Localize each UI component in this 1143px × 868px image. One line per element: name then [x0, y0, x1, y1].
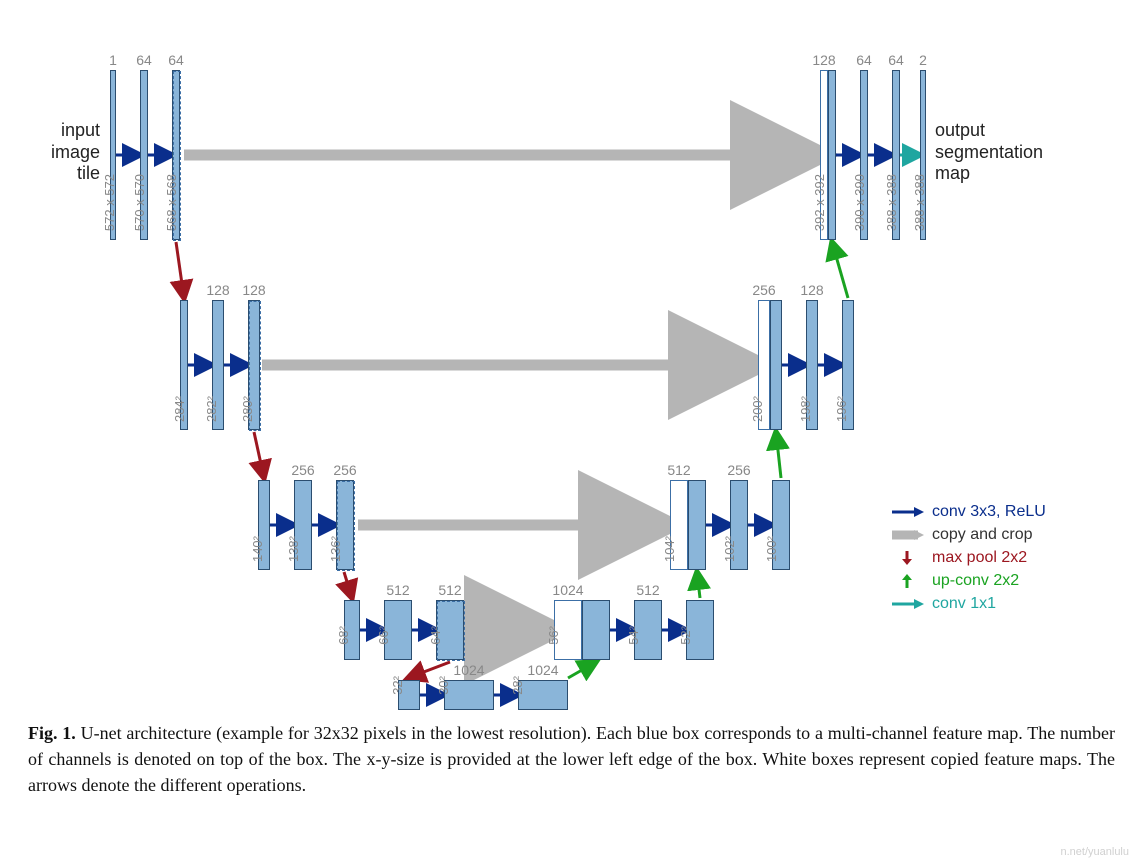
channel-label: 128: [800, 282, 823, 298]
watermark: n.net/yuanlulu: [1061, 846, 1130, 858]
size-label: 54²: [626, 626, 641, 645]
caption-prefix: Fig. 1.: [28, 723, 76, 743]
legend-arrow-icon: [890, 597, 924, 611]
size-label: 388 x 388: [912, 174, 927, 231]
channel-label: 2: [919, 52, 927, 68]
legend-arrow-icon: [890, 551, 924, 565]
size-label: 52²: [678, 626, 693, 645]
input-label: inputimagetile: [30, 120, 100, 185]
channel-label: 1024: [527, 662, 558, 678]
size-label: 64²: [428, 626, 443, 645]
feature-map-block: [770, 300, 782, 430]
channel-label: 256: [291, 462, 314, 478]
size-label: 68²: [336, 626, 351, 645]
size-label: 140²: [250, 536, 265, 562]
channel-label: 512: [386, 582, 409, 598]
legend: conv 3x3, ReLU copy and crop max pool 2x2 u…: [890, 498, 1046, 618]
size-label: 32²: [390, 676, 405, 695]
channel-label: 128: [812, 52, 835, 68]
size-label: 280²: [240, 396, 255, 422]
size-label: 392 x 392: [812, 174, 827, 231]
size-label: 66²: [376, 626, 391, 645]
legend-arrow-icon: [890, 528, 924, 542]
channel-label: 64: [136, 52, 152, 68]
legend-item: copy and crop: [890, 526, 1046, 544]
feature-map-block: [518, 680, 568, 710]
size-label: 390 x 390: [852, 174, 867, 231]
legend-arrow-icon: [890, 574, 924, 588]
legend-item: up-conv 2x2: [890, 572, 1046, 590]
page-root: 1 572 x 572 64 570 x 570 64 568 x 568 284² 128 2…: [0, 0, 1143, 868]
caption-text: U-net architecture (example for 32x32 pi…: [28, 723, 1115, 795]
channel-label: 128: [206, 282, 229, 298]
feature-map-block: [828, 70, 836, 240]
size-label: 100²: [764, 536, 779, 562]
size-label: 200²: [750, 396, 765, 422]
size-label: 568 x 568: [164, 174, 179, 231]
size-label: 198²: [798, 396, 813, 422]
legend-label: copy and crop: [932, 526, 1033, 544]
legend-item: conv 1x1: [890, 595, 1046, 613]
legend-label: conv 3x3, ReLU: [932, 503, 1046, 521]
figure-caption: Fig. 1. U-net architecture (example for …: [28, 720, 1115, 798]
size-label: 28²: [510, 676, 525, 695]
channel-label: 64: [168, 52, 184, 68]
legend-item: conv 3x3, ReLU: [890, 503, 1046, 521]
size-label: 138²: [286, 536, 301, 562]
size-label: 30²: [436, 676, 451, 695]
channel-label: 512: [667, 462, 690, 478]
size-label: 570 x 570: [132, 174, 147, 231]
feature-map-block: [688, 480, 706, 570]
channel-label: 64: [888, 52, 904, 68]
legend-label: up-conv 2x2: [932, 572, 1019, 590]
legend-label: max pool 2x2: [932, 549, 1027, 567]
size-label: 56²: [546, 626, 561, 645]
channel-label: 64: [856, 52, 872, 68]
size-label: 282²: [204, 396, 219, 422]
channel-label: 512: [636, 582, 659, 598]
channel-label: 256: [333, 462, 356, 478]
channel-label: 128: [242, 282, 265, 298]
size-label: 136²: [328, 536, 343, 562]
size-label: 284²: [172, 396, 187, 422]
channel-label: 1024: [552, 582, 583, 598]
size-label: 102²: [722, 536, 737, 562]
legend-item: max pool 2x2: [890, 549, 1046, 567]
channel-label: 1024: [453, 662, 484, 678]
channel-label: 1: [109, 52, 117, 68]
size-label: 104²: [662, 536, 677, 562]
feature-map-block: [582, 600, 610, 660]
legend-arrow-icon: [890, 505, 924, 519]
legend-label: conv 1x1: [932, 595, 996, 613]
size-label: 388 x 388: [884, 174, 899, 231]
channel-label: 256: [727, 462, 750, 478]
channel-label: 512: [438, 582, 461, 598]
feature-map-block: [444, 680, 494, 710]
output-label: outputsegmentationmap: [935, 120, 1115, 185]
size-label: 572 x 572: [102, 174, 117, 231]
channel-label: 256: [752, 282, 775, 298]
size-label: 196²: [834, 396, 849, 422]
